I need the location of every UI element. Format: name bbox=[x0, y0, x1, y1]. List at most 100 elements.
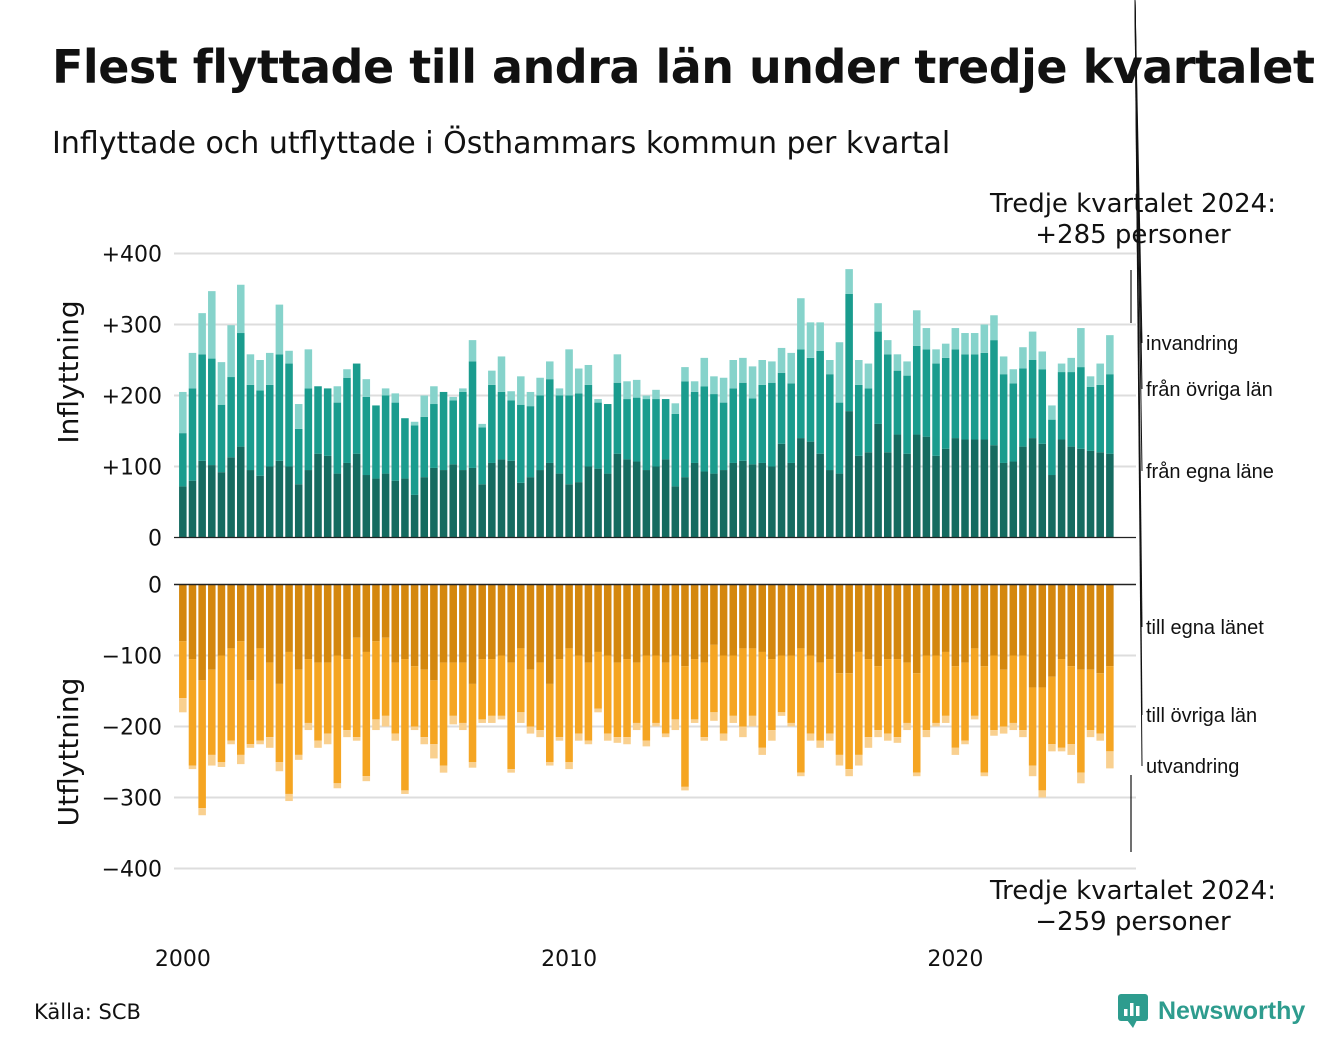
bar-outflow-1 bbox=[372, 641, 380, 720]
bar-inflow-2 bbox=[410, 421, 419, 426]
annotation-top-line1: Tredje kvartalet 2024: bbox=[989, 189, 1276, 219]
bar-outflow-2 bbox=[874, 730, 882, 738]
bar-inflow-2 bbox=[1048, 405, 1056, 420]
y-tick-label: +400 bbox=[102, 243, 162, 268]
bar-outflow-0 bbox=[883, 584, 892, 660]
bar-inflow-0 bbox=[401, 478, 409, 538]
bar-outflow-0 bbox=[208, 584, 216, 670]
bar-outflow-2 bbox=[323, 733, 332, 745]
bar-outflow-2 bbox=[265, 737, 274, 748]
bar-outflow-0 bbox=[1067, 584, 1075, 667]
bar-outflow-1 bbox=[806, 655, 815, 734]
bar-outflow-2 bbox=[198, 808, 206, 816]
bar-inflow-0 bbox=[574, 482, 583, 538]
y-tick-label: −100 bbox=[102, 645, 162, 670]
bar-outflow-0 bbox=[517, 584, 525, 649]
bar-outflow-2 bbox=[449, 715, 457, 725]
bar-inflow-1 bbox=[381, 395, 390, 474]
bar-inflow-1 bbox=[787, 383, 795, 463]
bar-outflow-0 bbox=[719, 584, 728, 656]
bar-inflow-1 bbox=[1086, 386, 1095, 451]
bar-outflow-0 bbox=[951, 584, 960, 667]
bar-outflow-1 bbox=[700, 662, 709, 738]
bar-inflow-2 bbox=[265, 352, 274, 385]
bar-outflow-2 bbox=[285, 793, 293, 802]
bar-inflow-1 bbox=[835, 402, 844, 474]
bar-outflow-1 bbox=[565, 648, 573, 762]
bar-outflow-2 bbox=[970, 715, 979, 720]
bar-outflow-1 bbox=[1096, 673, 1104, 734]
bar-outflow-0 bbox=[594, 584, 602, 652]
bar-inflow-0 bbox=[797, 438, 805, 538]
bar-inflow-0 bbox=[1038, 443, 1047, 538]
bar-inflow-0 bbox=[584, 466, 593, 538]
bar-inflow-2 bbox=[922, 328, 931, 350]
bar-outflow-2 bbox=[555, 737, 564, 741]
bar-inflow-2 bbox=[893, 354, 902, 371]
bar-outflow-2 bbox=[1028, 765, 1037, 777]
bar-inflow-2 bbox=[468, 340, 477, 362]
bar-inflow-0 bbox=[912, 434, 921, 538]
bar-outflow-0 bbox=[478, 584, 486, 660]
bar-inflow-1 bbox=[758, 384, 766, 463]
bar-inflow-0 bbox=[517, 482, 525, 538]
bar-inflow-1 bbox=[603, 404, 612, 474]
bar-outflow-2 bbox=[777, 712, 786, 716]
bar-outflow-0 bbox=[797, 584, 805, 649]
bar-inflow-2 bbox=[237, 284, 245, 334]
bar-outflow-2 bbox=[652, 722, 660, 727]
bar-outflow-1 bbox=[835, 673, 844, 755]
bar-inflow-0 bbox=[845, 411, 853, 538]
bar-outflow-1 bbox=[488, 659, 496, 716]
bar-inflow-2 bbox=[526, 391, 535, 407]
bar-inflow-1 bbox=[941, 357, 950, 449]
bar-outflow-0 bbox=[999, 584, 1008, 670]
bar-outflow-0 bbox=[642, 584, 651, 656]
bar-outflow-0 bbox=[855, 584, 863, 652]
bar-outflow-2 bbox=[188, 765, 197, 770]
bar-inflow-1 bbox=[555, 395, 564, 474]
bar-inflow-1 bbox=[729, 388, 738, 463]
bar-outflow-0 bbox=[333, 584, 342, 656]
bar-outflow-2 bbox=[893, 737, 902, 743]
bar-outflow-1 bbox=[507, 662, 515, 770]
bar-inflow-2 bbox=[179, 391, 187, 434]
bar-inflow-1 bbox=[826, 374, 834, 471]
bar-inflow-1 bbox=[468, 361, 477, 468]
bar-inflow-2 bbox=[343, 369, 351, 378]
segment-label-inflow: invandring bbox=[1146, 333, 1238, 355]
bar-inflow-1 bbox=[1096, 384, 1104, 453]
bar-outflow-1 bbox=[922, 655, 931, 731]
bar-inflow-0 bbox=[546, 462, 554, 538]
bar-outflow-2 bbox=[642, 740, 651, 747]
bar-inflow-1 bbox=[497, 391, 506, 460]
bar-inflow-0 bbox=[468, 467, 477, 538]
bar-inflow-2 bbox=[777, 347, 786, 373]
bar-inflow-1 bbox=[1077, 367, 1085, 449]
bar-inflow-0 bbox=[893, 434, 902, 538]
bar-inflow-0 bbox=[285, 466, 293, 538]
bar-outflow-2 bbox=[1077, 772, 1085, 784]
bar-inflow-1 bbox=[1048, 419, 1056, 476]
bar-outflow-0 bbox=[661, 584, 670, 663]
bar-inflow-0 bbox=[507, 460, 515, 538]
bar-outflow-0 bbox=[488, 584, 496, 660]
bar-inflow-0 bbox=[941, 448, 950, 538]
bar-outflow-2 bbox=[700, 737, 709, 741]
bar-inflow-2 bbox=[430, 386, 438, 405]
bar-outflow-1 bbox=[941, 651, 950, 716]
segment-label-inflow: från egna läne bbox=[1146, 461, 1274, 483]
bar-inflow-2 bbox=[951, 328, 960, 350]
bar-outflow-0 bbox=[555, 584, 564, 660]
bar-outflow-0 bbox=[546, 584, 554, 684]
bar-outflow-2 bbox=[565, 762, 573, 770]
bar-outflow-1 bbox=[980, 666, 989, 773]
bar-outflow-2 bbox=[574, 733, 583, 741]
bar-inflow-0 bbox=[1028, 438, 1037, 538]
bar-outflow-1 bbox=[362, 651, 371, 777]
bar-inflow-0 bbox=[681, 477, 689, 538]
bar-outflow-1 bbox=[719, 655, 728, 734]
bar-inflow-2 bbox=[381, 388, 390, 396]
bar-outflow-0 bbox=[748, 584, 757, 649]
bar-inflow-1 bbox=[343, 377, 351, 463]
